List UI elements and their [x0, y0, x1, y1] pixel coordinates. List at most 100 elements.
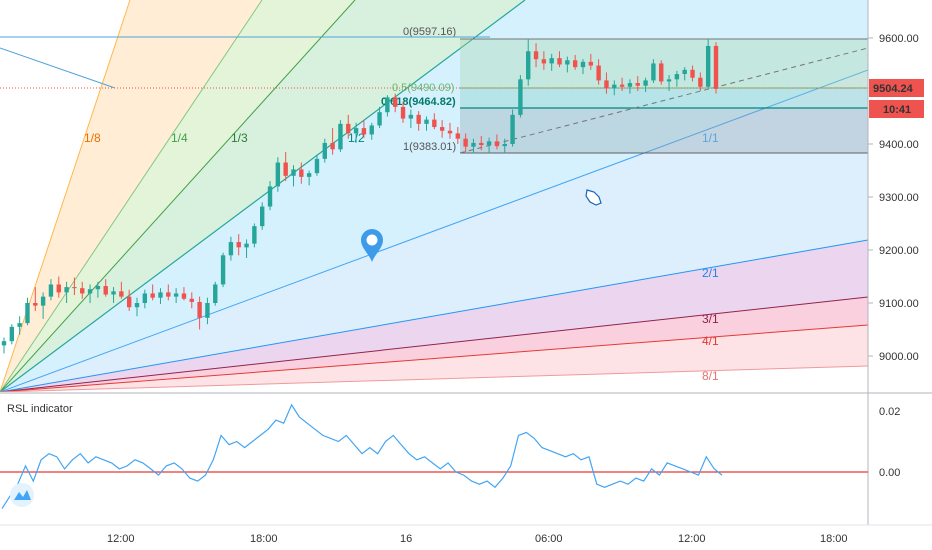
- candle-body: [393, 97, 398, 107]
- candle-body: [439, 127, 445, 131]
- candle-body: [40, 296, 46, 306]
- candle-body: [369, 125, 374, 135]
- candle-body: [80, 288, 85, 294]
- candle-body: [25, 303, 30, 324]
- candle-body: [549, 58, 554, 64]
- countdown-label: 10:41: [883, 104, 911, 116]
- candle-body: [518, 79, 523, 115]
- candle-body: [705, 45, 711, 87]
- candle-body: [142, 293, 148, 303]
- gann-label-1-3: 1/3: [231, 131, 248, 145]
- gann-label-1-4: 1/4: [171, 131, 188, 145]
- time-label-1: 12:00: [107, 533, 135, 545]
- candle-body: [588, 61, 594, 66]
- candle-body: [306, 173, 312, 177]
- candle-body: [87, 289, 93, 294]
- candle-body: [572, 60, 578, 68]
- candle-body: [565, 60, 570, 65]
- time-label-6: 18:00: [820, 533, 848, 545]
- candle-body: [220, 255, 226, 285]
- gann-label-1-8: 1/8: [84, 131, 101, 145]
- candle-body: [291, 169, 296, 176]
- candle-body: [314, 158, 320, 174]
- gann-label-1-1: 1/1: [702, 131, 719, 145]
- candle-body: [690, 69, 695, 78]
- candle-body: [651, 63, 656, 81]
- candle-body: [455, 133, 461, 139]
- fib-label-0: 0(9597.16): [403, 26, 456, 38]
- gann-label-4-1: 4/1: [702, 334, 719, 348]
- hand-cursor-icon: [585, 189, 602, 206]
- time-label-3: 16: [400, 533, 412, 545]
- candle-body: [252, 226, 257, 244]
- map-pin-icon[interactable]: [361, 210, 383, 262]
- time-label-5: 12:00: [678, 533, 706, 545]
- indicator-tick-label: 0.02: [879, 406, 900, 418]
- candle-body: [377, 112, 382, 126]
- candle-body: [502, 144, 507, 147]
- candle-body: [1, 341, 7, 346]
- candle-body: [643, 80, 648, 86]
- candle-body: [244, 243, 249, 248]
- candle-body: [471, 142, 476, 147]
- candle-body: [627, 83, 633, 87]
- candle-body: [385, 97, 390, 113]
- last-price-badge: [869, 79, 924, 97]
- indicator-title: RSL indicator: [7, 403, 73, 415]
- candle-body: [432, 119, 437, 128]
- candle-body: [353, 128, 359, 134]
- price-tick-label: 9100.00: [879, 298, 919, 310]
- candle-body: [158, 292, 163, 298]
- candle-body: [259, 206, 265, 227]
- candle-body: [236, 242, 241, 248]
- candle-body: [267, 186, 273, 207]
- candle-body: [494, 141, 500, 147]
- candle-body: [48, 284, 54, 297]
- price-axis[interactable]: 9000.00 9100.00 9200.00 9300.00 9400.00 9600.…: [867, 0, 932, 525]
- gann-label-2-1: 2/1: [702, 266, 719, 280]
- candle-body: [9, 326, 15, 342]
- candle-body: [299, 169, 304, 177]
- candle-body: [126, 296, 132, 308]
- time-label-2: 18:00: [250, 533, 278, 545]
- last-price-label: 9504.24: [873, 83, 914, 95]
- price-tick-label: 9400.00: [879, 139, 919, 151]
- candle-body: [213, 284, 218, 303]
- candle-body: [619, 84, 625, 87]
- candle-body: [400, 106, 406, 119]
- candle-body: [189, 298, 194, 302]
- candle-body: [447, 130, 453, 134]
- candle-body: [463, 138, 468, 147]
- candle-body: [604, 80, 609, 89]
- candle-body: [228, 242, 234, 256]
- price-tick-label: 9000.00: [879, 351, 919, 363]
- candle-body: [33, 303, 38, 306]
- candle-body: [95, 286, 101, 290]
- candle-body: [408, 114, 414, 119]
- candle-body: [510, 114, 515, 144]
- candle-body: [580, 61, 586, 68]
- candle-body: [635, 83, 640, 86]
- candle-body: [56, 284, 61, 293]
- candle-body: [119, 291, 124, 297]
- candle-body: [526, 51, 531, 80]
- gann-label-8-1: 8/1: [702, 369, 719, 383]
- candle-body: [64, 287, 69, 293]
- candle-body: [486, 141, 492, 146]
- candle-body: [166, 292, 171, 297]
- candle-body: [682, 69, 687, 75]
- time-axis[interactable]: 12:00 18:00 16 06:00 12:00 18:00: [0, 524, 932, 545]
- candle-body: [659, 63, 664, 82]
- chart-logo-icon[interactable]: [10, 483, 34, 507]
- candlestick-series: [1, 39, 719, 354]
- indicator-pane[interactable]: RSL indicator 0.02 0.00: [0, 403, 900, 509]
- candle-body: [275, 162, 281, 187]
- candle-body: [330, 142, 335, 150]
- candle-body: [173, 293, 179, 297]
- price-tick-label: 9200.00: [879, 245, 919, 257]
- price-tick-label: 9600.00: [879, 33, 919, 45]
- trend-lines[interactable]: [0, 36, 868, 89]
- candle-body: [134, 303, 140, 308]
- candle-body: [541, 59, 547, 64]
